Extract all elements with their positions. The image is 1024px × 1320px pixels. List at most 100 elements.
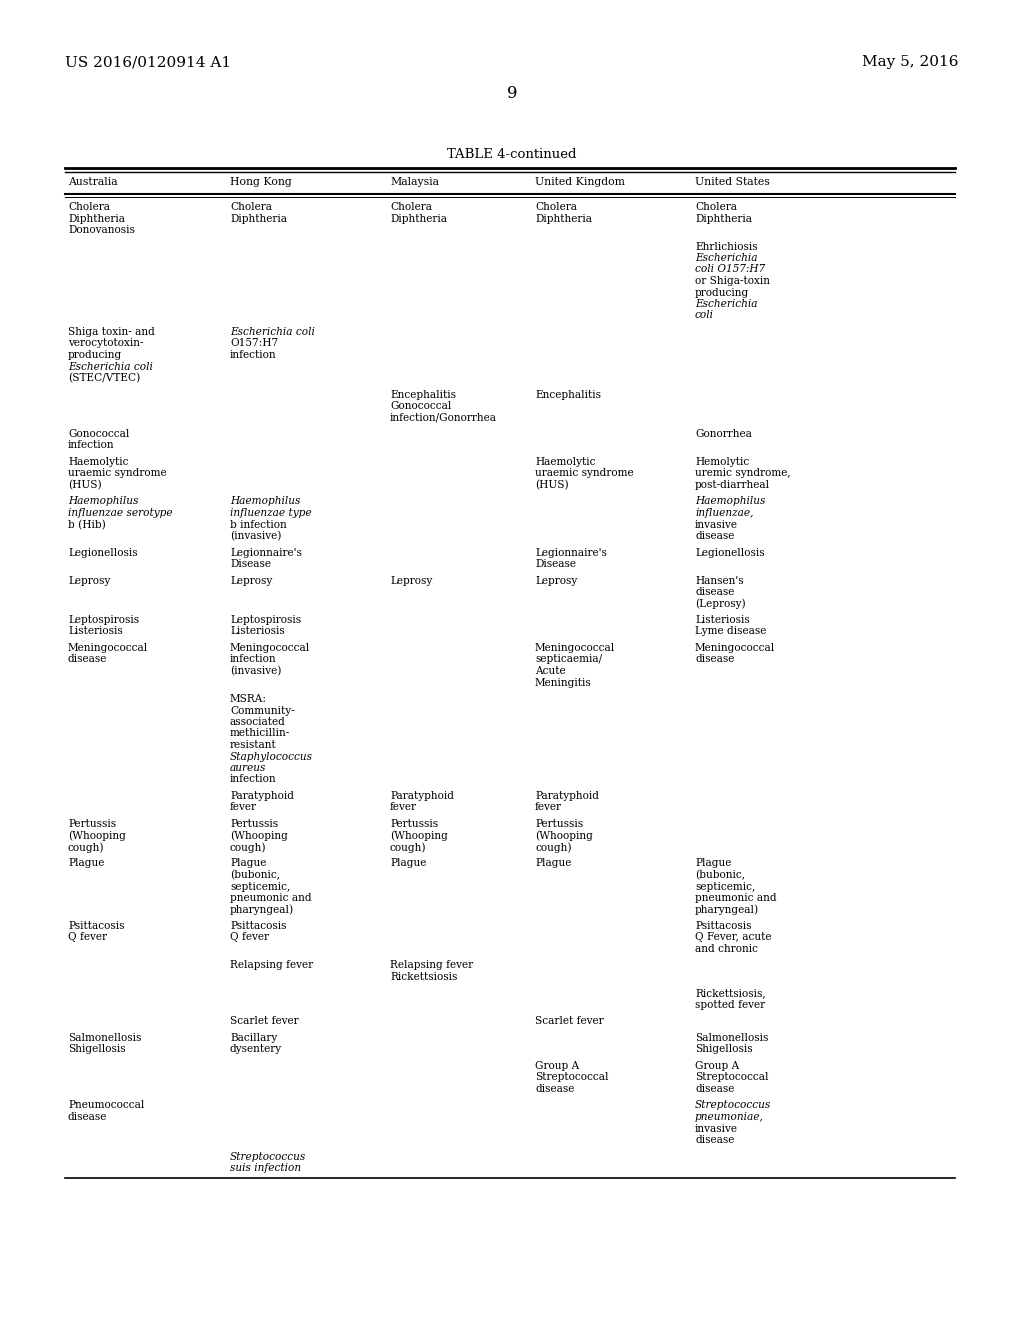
- Text: Paratyphoid: Paratyphoid: [230, 791, 294, 801]
- Text: Relapsing fever: Relapsing fever: [390, 961, 473, 970]
- Text: (Whooping: (Whooping: [390, 830, 447, 841]
- Text: Escherichia: Escherichia: [695, 253, 758, 263]
- Text: invasive: invasive: [695, 1123, 738, 1134]
- Text: pharyngeal): pharyngeal): [230, 904, 294, 915]
- Text: coli O157:H7: coli O157:H7: [695, 264, 765, 275]
- Text: producing: producing: [68, 350, 122, 360]
- Text: Legionellosis: Legionellosis: [695, 548, 765, 557]
- Text: dysentery: dysentery: [230, 1044, 283, 1055]
- Text: cough): cough): [68, 842, 104, 853]
- Text: Pertussis: Pertussis: [535, 818, 583, 829]
- Text: (bubonic,: (bubonic,: [230, 870, 280, 880]
- Text: Diphtheria: Diphtheria: [68, 214, 125, 223]
- Text: Q fever: Q fever: [230, 932, 269, 942]
- Text: United Kingdom: United Kingdom: [535, 177, 625, 187]
- Text: associated: associated: [230, 717, 286, 727]
- Text: disease: disease: [535, 1084, 574, 1094]
- Text: (invasive): (invasive): [230, 531, 282, 541]
- Text: MSRA:: MSRA:: [230, 694, 267, 704]
- Text: Scarlet fever: Scarlet fever: [535, 1016, 603, 1027]
- Text: and chronic: and chronic: [695, 944, 758, 954]
- Text: Leprosy: Leprosy: [535, 576, 578, 586]
- Text: Shigellosis: Shigellosis: [695, 1044, 753, 1055]
- Text: infection: infection: [230, 350, 276, 360]
- Text: influenzae type: influenzae type: [230, 508, 311, 517]
- Text: Community-: Community-: [230, 705, 295, 715]
- Text: infection/Gonorrhea: infection/Gonorrhea: [390, 412, 497, 422]
- Text: Pneumococcal: Pneumococcal: [68, 1101, 144, 1110]
- Text: Cholera: Cholera: [68, 202, 110, 213]
- Text: Shiga toxin- and: Shiga toxin- and: [68, 327, 155, 337]
- Text: TABLE 4-continued: TABLE 4-continued: [447, 148, 577, 161]
- Text: Leprosy: Leprosy: [230, 576, 272, 586]
- Text: Legionellosis: Legionellosis: [68, 548, 137, 557]
- Text: cough): cough): [230, 842, 266, 853]
- Text: Pertussis: Pertussis: [68, 818, 116, 829]
- Text: suis infection: suis infection: [230, 1163, 301, 1173]
- Text: O157:H7: O157:H7: [230, 338, 279, 348]
- Text: Psittacosis: Psittacosis: [695, 921, 752, 931]
- Text: Salmonellosis: Salmonellosis: [68, 1034, 141, 1043]
- Text: Encephalitis: Encephalitis: [535, 389, 601, 400]
- Text: Q fever: Q fever: [68, 932, 106, 942]
- Text: Acute: Acute: [535, 667, 565, 676]
- Text: Pertussis: Pertussis: [390, 818, 438, 829]
- Text: Meningococcal: Meningococcal: [695, 643, 775, 653]
- Text: Rickettsiosis: Rickettsiosis: [390, 972, 458, 982]
- Text: septicaemia/: septicaemia/: [535, 655, 602, 664]
- Text: (HUS): (HUS): [535, 480, 568, 490]
- Text: US 2016/0120914 A1: US 2016/0120914 A1: [65, 55, 231, 69]
- Text: Streptococcal: Streptococcal: [695, 1072, 768, 1082]
- Text: b infection: b infection: [230, 520, 287, 529]
- Text: United States: United States: [695, 177, 770, 187]
- Text: Leptospirosis: Leptospirosis: [230, 615, 301, 624]
- Text: (Whooping: (Whooping: [230, 830, 288, 841]
- Text: Gonococcal: Gonococcal: [68, 429, 129, 440]
- Text: infection: infection: [68, 441, 115, 450]
- Text: invasive: invasive: [695, 520, 738, 529]
- Text: fever: fever: [535, 803, 562, 813]
- Text: Donovanosis: Donovanosis: [68, 224, 135, 235]
- Text: Listeriosis: Listeriosis: [695, 615, 750, 624]
- Text: Streptococcus: Streptococcus: [695, 1101, 771, 1110]
- Text: disease: disease: [695, 1135, 734, 1144]
- Text: Haemophilus: Haemophilus: [695, 496, 765, 507]
- Text: Streptococcal: Streptococcal: [535, 1072, 608, 1082]
- Text: Legionnaire's: Legionnaire's: [535, 548, 607, 557]
- Text: Plague: Plague: [68, 858, 104, 869]
- Text: disease: disease: [695, 587, 734, 597]
- Text: Staphylococcus: Staphylococcus: [230, 751, 313, 762]
- Text: pneumonic and: pneumonic and: [230, 894, 311, 903]
- Text: septicemic,: septicemic,: [230, 882, 290, 891]
- Text: Bacillary: Bacillary: [230, 1034, 278, 1043]
- Text: (Leprosy): (Leprosy): [695, 598, 745, 609]
- Text: disease: disease: [695, 1084, 734, 1094]
- Text: Q Fever, acute: Q Fever, acute: [695, 932, 771, 942]
- Text: Listeriosis: Listeriosis: [68, 627, 123, 636]
- Text: Meningococcal: Meningococcal: [535, 643, 615, 653]
- Text: disease: disease: [68, 1111, 108, 1122]
- Text: infection: infection: [230, 775, 276, 784]
- Text: Cholera: Cholera: [230, 202, 272, 213]
- Text: influenzae,: influenzae,: [695, 508, 754, 517]
- Text: verocytotoxin-: verocytotoxin-: [68, 338, 143, 348]
- Text: Escherichia: Escherichia: [695, 300, 758, 309]
- Text: Cholera: Cholera: [390, 202, 432, 213]
- Text: septicemic,: septicemic,: [695, 882, 756, 891]
- Text: Salmonellosis: Salmonellosis: [695, 1034, 768, 1043]
- Text: Group A: Group A: [695, 1061, 739, 1071]
- Text: (Whooping: (Whooping: [535, 830, 593, 841]
- Text: Meningitis: Meningitis: [535, 677, 592, 688]
- Text: Listeriosis: Listeriosis: [230, 627, 285, 636]
- Text: disease: disease: [695, 531, 734, 541]
- Text: uremic syndrome,: uremic syndrome,: [695, 469, 791, 479]
- Text: Diphtheria: Diphtheria: [535, 214, 592, 223]
- Text: Cholera: Cholera: [695, 202, 737, 213]
- Text: Disease: Disease: [535, 558, 575, 569]
- Text: Plague: Plague: [390, 858, 426, 869]
- Text: influenzae serotype: influenzae serotype: [68, 508, 173, 517]
- Text: Rickettsiosis,: Rickettsiosis,: [695, 989, 766, 998]
- Text: Streptococcus: Streptococcus: [230, 1151, 306, 1162]
- Text: Legionnaire's: Legionnaire's: [230, 548, 302, 557]
- Text: Haemolytic: Haemolytic: [68, 457, 128, 467]
